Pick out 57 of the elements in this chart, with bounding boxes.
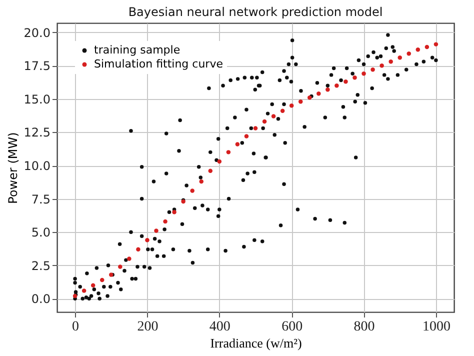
- y-tick-label: 20.0: [24, 26, 50, 40]
- point: [244, 134, 249, 138]
- point: [289, 103, 294, 108]
- x-tick-label: 200: [137, 320, 158, 334]
- point: [100, 278, 104, 282]
- legend-label: Simulation fitting curve: [94, 58, 224, 70]
- point: [172, 210, 176, 214]
- point: [362, 71, 366, 76]
- y-tick-label: 7.5: [31, 192, 50, 206]
- point: [271, 114, 276, 118]
- point: [380, 64, 384, 68]
- point: [90, 283, 96, 288]
- x-tick-label: 800: [354, 320, 375, 334]
- point: [316, 91, 321, 96]
- point: [127, 256, 132, 261]
- point: [208, 168, 213, 173]
- point: [199, 179, 204, 184]
- x-tick-label: 600: [282, 320, 303, 334]
- y-tick-label: 17.5: [24, 59, 50, 74]
- y-axis-title: Power (MW): [6, 132, 20, 204]
- point: [352, 75, 357, 80]
- point: [370, 67, 375, 72]
- point: [334, 83, 339, 88]
- point: [344, 79, 348, 84]
- point: [235, 142, 240, 146]
- point: [424, 44, 430, 50]
- y-tick-label: 2.5: [31, 258, 50, 273]
- point: [398, 56, 402, 60]
- chart-title: Bayesian neural network prediction model: [128, 5, 383, 19]
- point: [388, 60, 393, 64]
- y-tick-label: 10.0: [24, 159, 50, 173]
- point: [253, 126, 258, 130]
- point: [154, 228, 158, 233]
- point: [262, 119, 267, 124]
- x-tick-label: 1000: [422, 320, 450, 334]
- point: [280, 108, 285, 114]
- legend-label: training sample: [94, 44, 180, 56]
- x-tick-label: 400: [209, 320, 230, 334]
- y-tick-label: 15.0: [24, 92, 50, 106]
- point: [82, 288, 86, 293]
- point: [326, 87, 330, 92]
- point: [406, 52, 412, 56]
- y-tick-label: 12.5: [24, 126, 50, 140]
- x-tick-label: 0: [72, 320, 80, 334]
- point: [136, 247, 140, 252]
- point: [434, 42, 438, 46]
- point: [416, 48, 420, 52]
- point: [118, 264, 122, 269]
- point: [163, 219, 168, 224]
- y-tick-label: 5.0: [31, 226, 50, 240]
- y-tick-label: 0.0: [31, 292, 50, 306]
- point: [226, 150, 231, 154]
- point: [298, 99, 303, 104]
- point: [217, 159, 222, 164]
- point: [145, 238, 150, 242]
- point: [190, 188, 194, 193]
- x-axis-title: Irradiance (w/m²): [210, 336, 302, 350]
